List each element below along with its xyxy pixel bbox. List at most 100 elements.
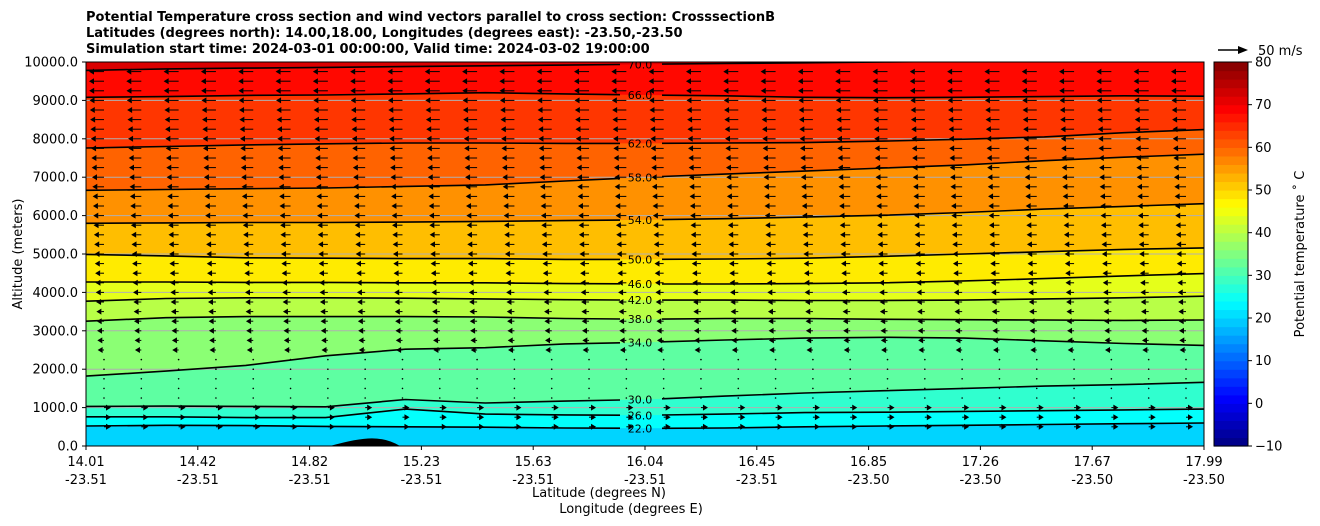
y-tick-label: 0.0: [57, 440, 78, 455]
wind-vector: [961, 378, 963, 380]
wind-vector: [998, 387, 1001, 390]
wind-vector: [438, 387, 441, 390]
wind-vector-head: [916, 279, 922, 286]
wind-vector-head: [988, 212, 994, 219]
wind-vector-head: [1059, 78, 1065, 85]
wind-vector-head: [503, 203, 509, 209]
wind-vector: [215, 358, 217, 361]
wind-vector: [476, 368, 478, 371]
wind-vector-head: [393, 279, 399, 286]
wind-vector-head: [690, 222, 696, 229]
wind-vector-head: [506, 289, 512, 296]
wind-vector-head: [316, 193, 322, 200]
y-tick-label: 10000.0: [24, 56, 78, 71]
wind-vector: [625, 368, 628, 371]
wind-vector-head: [988, 193, 994, 200]
wind-vector: [289, 387, 292, 390]
wind-vector-head: [843, 347, 849, 353]
wind-vector-head: [1060, 135, 1066, 142]
wind-vector-head: [1173, 164, 1179, 171]
wind-vector-head: [872, 78, 878, 85]
wind-vector-head: [281, 251, 287, 257]
wind-vector-head: [469, 308, 475, 315]
wind-vector-head: [355, 241, 361, 248]
wind-vector-head: [837, 145, 843, 152]
wind-vector-head: [1098, 155, 1104, 161]
wind-vector-head: [96, 318, 102, 325]
wind-vector-head: [656, 327, 662, 334]
wind-vector-head: [180, 404, 186, 411]
wind-vector-head: [798, 107, 804, 113]
wind-vector-head: [246, 327, 252, 334]
wind-vector-head: [1059, 87, 1065, 94]
colorbar-band: [1214, 403, 1248, 413]
wind-vector-head: [163, 78, 169, 85]
colorbar-band: [1214, 138, 1248, 148]
wind-vector-head: [726, 183, 732, 190]
wind-vector-head: [329, 414, 335, 421]
wind-vector: [961, 368, 963, 371]
wind-vector-head: [838, 183, 844, 190]
wind-vector-head: [255, 404, 261, 411]
colorbar-band: [1214, 207, 1248, 217]
wind-vector-head: [842, 308, 848, 315]
wind-vector: [1185, 358, 1187, 361]
wind-vector-head: [317, 231, 323, 238]
wind-vector: [886, 378, 889, 380]
wind-vector-head: [503, 193, 509, 200]
wind-vector-head: [1150, 404, 1156, 411]
wind-vector-head: [200, 68, 206, 75]
wind-vector-head: [802, 222, 808, 229]
wind-vector-head: [665, 414, 671, 421]
wind-vector-head: [431, 299, 437, 305]
wind-vector-head: [462, 87, 468, 94]
wind-vector: [961, 387, 963, 390]
wind-vector: [998, 358, 1001, 361]
wind-vector-head: [391, 193, 397, 200]
wind-vector-head: [873, 97, 879, 104]
wind-vector: [886, 397, 889, 399]
x-tick-label-lat: 14.01: [67, 455, 104, 470]
wind-vector-head: [357, 308, 363, 315]
wind-vector-head: [318, 241, 324, 248]
wind-vector: [177, 378, 180, 380]
wind-vector-head: [688, 164, 694, 171]
contour-label: 58.0: [628, 171, 653, 184]
wind-vector-head: [1137, 193, 1143, 200]
wind-vector-head: [432, 318, 438, 325]
wind-vector-head: [878, 270, 884, 277]
wind-vector-head: [655, 289, 661, 296]
wind-vector: [812, 378, 814, 380]
wind-vector-head: [541, 231, 547, 238]
wind-vector-head: [1066, 299, 1072, 305]
wind-vector-head: [1141, 318, 1147, 325]
wind-vector: [289, 358, 292, 361]
wind-vector-head: [880, 318, 886, 325]
wind-vector-head: [730, 299, 736, 305]
wind-vector-head: [578, 222, 584, 229]
wind-vector-head: [499, 97, 505, 104]
wind-vector-head: [441, 414, 447, 421]
wind-vector-head: [1059, 107, 1065, 113]
colorbar-band: [1214, 360, 1248, 370]
wind-vector-head: [1113, 414, 1119, 421]
wind-vector-head: [805, 327, 811, 334]
wind-vector-head: [541, 241, 547, 248]
wind-vector-head: [357, 318, 363, 325]
wind-vector-head: [1076, 423, 1082, 430]
wind-vector-head: [800, 164, 806, 171]
wind-vector: [1147, 397, 1150, 399]
colorbar-band: [1214, 130, 1248, 140]
colorbar-band: [1214, 428, 1248, 439]
wind-vector: [550, 387, 553, 390]
wind-vector-head: [628, 404, 634, 411]
wind-vector-head: [766, 260, 772, 267]
wind-vector-head: [1175, 222, 1181, 229]
wind-vector-head: [989, 251, 995, 257]
wind-vector-head: [1178, 308, 1184, 315]
wind-vector-head: [985, 126, 991, 133]
wind-vector-head: [725, 135, 731, 142]
wind-vector-head: [1103, 289, 1109, 296]
wind-vector-head: [1103, 299, 1109, 305]
wind-vector-head: [430, 260, 436, 267]
